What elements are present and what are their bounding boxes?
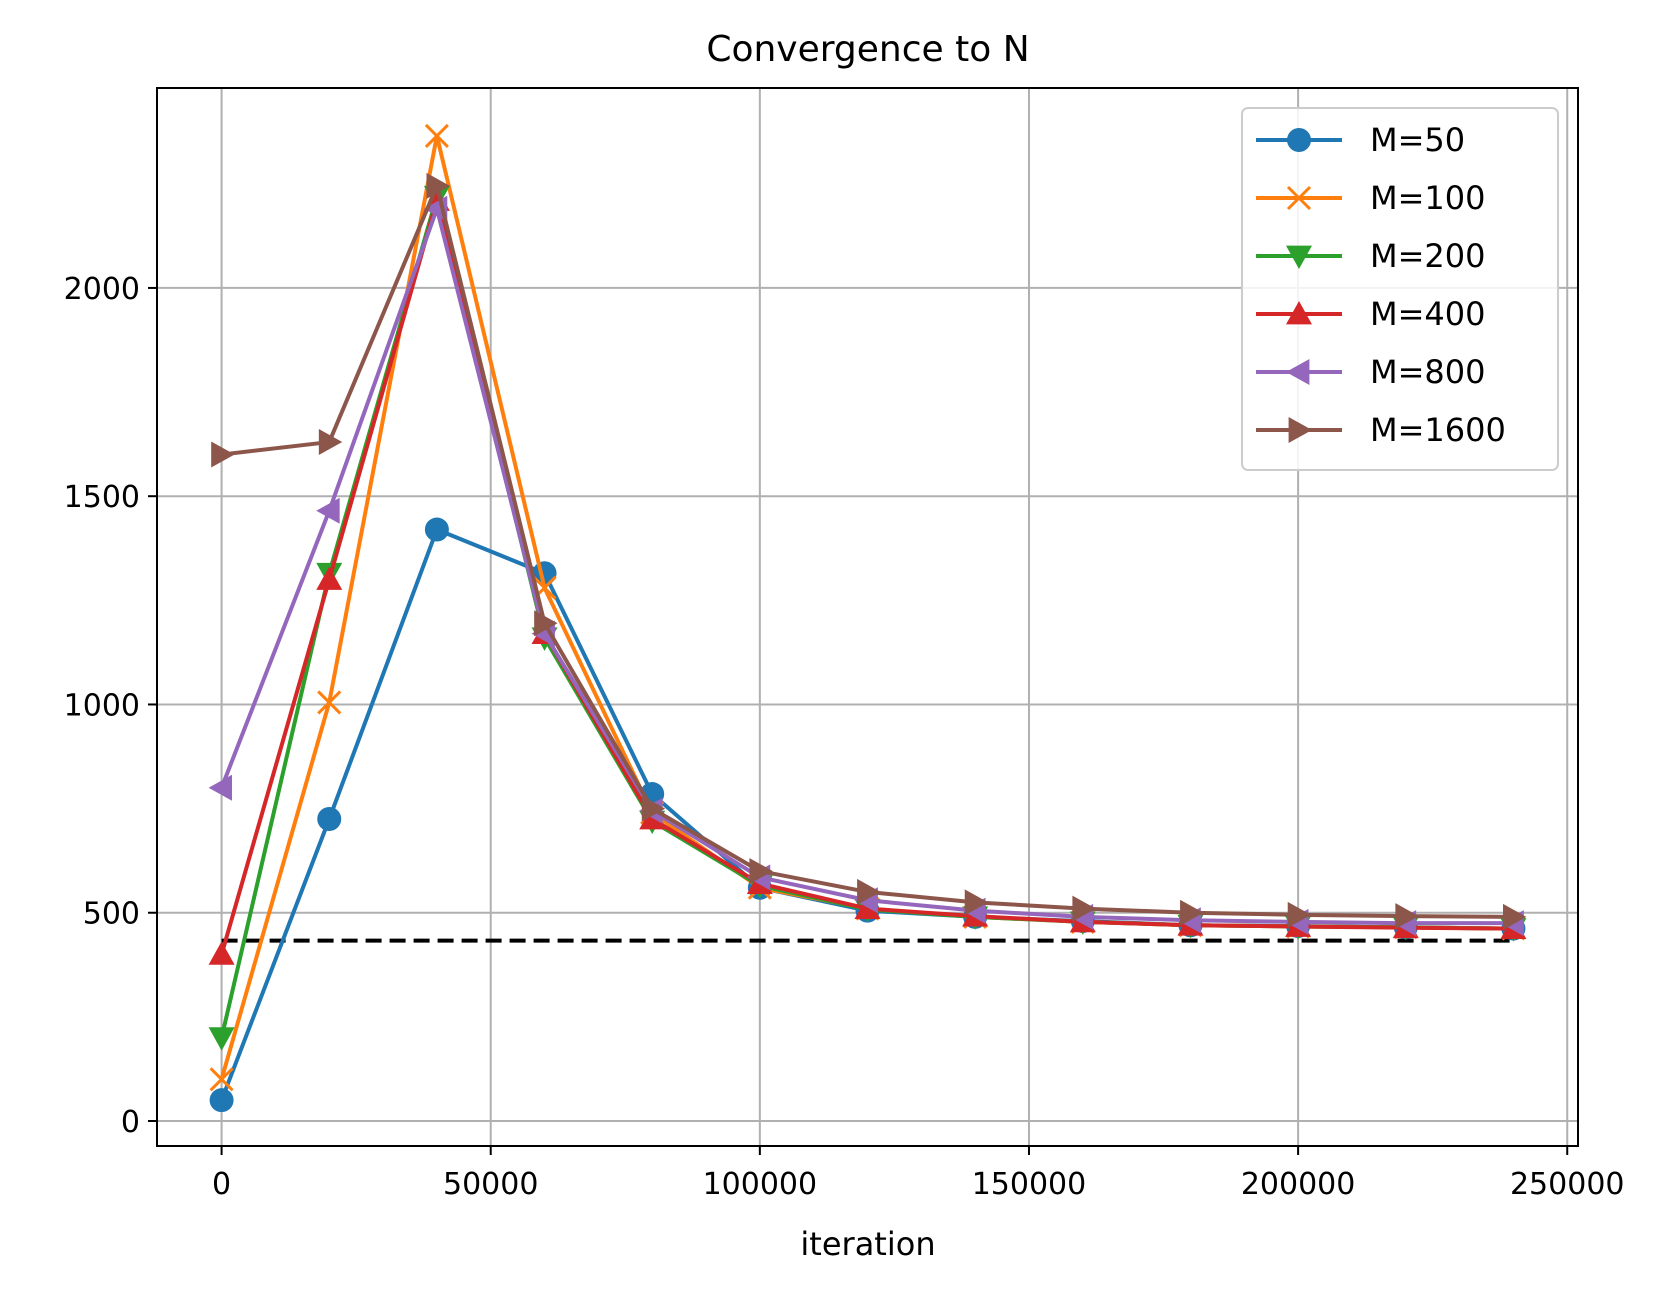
data-point bbox=[964, 889, 989, 916]
data-point bbox=[749, 858, 773, 885]
data-point bbox=[534, 610, 558, 637]
legend-item: M=1600 bbox=[1256, 411, 1506, 449]
x-tick-label: 150000 bbox=[972, 1167, 1087, 1202]
legend-marker bbox=[1286, 185, 1312, 211]
data-point bbox=[1180, 899, 1204, 926]
data-point bbox=[208, 1027, 235, 1051]
y-tick-label: 2000 bbox=[64, 272, 140, 307]
x-stroke bbox=[424, 123, 449, 148]
y-axis-ticks: 0 500 1000 1500 2000 bbox=[64, 272, 157, 1140]
data-point bbox=[208, 774, 232, 801]
series-M=1600 bbox=[211, 172, 1527, 930]
legend-item: M=50 bbox=[1256, 121, 1465, 159]
x-tick-label: 50000 bbox=[443, 1167, 538, 1202]
legend-label: M=400 bbox=[1370, 295, 1486, 333]
data-point bbox=[424, 517, 449, 542]
data-point bbox=[209, 1067, 234, 1092]
x-tick-label: 100000 bbox=[703, 1167, 818, 1202]
data-point bbox=[1072, 895, 1096, 922]
x-axis-label: iteration bbox=[800, 1225, 935, 1263]
data-point bbox=[316, 566, 343, 590]
legend-label: M=800 bbox=[1370, 353, 1486, 391]
y-tick-label: 1000 bbox=[64, 688, 140, 723]
y-tick-label: 0 bbox=[121, 1105, 140, 1140]
legend-marker bbox=[1287, 128, 1311, 152]
legend-label: M=50 bbox=[1370, 121, 1465, 159]
data-point bbox=[1503, 903, 1527, 930]
legend: M=50 M=100 M=200 M=400 M=800 M=1600 bbox=[1241, 107, 1559, 471]
x-axis-ticks: 0 50000 100000 150000 200000 250000 bbox=[212, 1146, 1625, 1202]
x-tick-label: 200000 bbox=[1241, 1167, 1356, 1202]
data-point bbox=[316, 497, 340, 524]
x-stroke bbox=[1286, 185, 1312, 211]
series-layer bbox=[208, 123, 1527, 1113]
chart-title: Convergence to N bbox=[706, 29, 1029, 70]
data-point bbox=[424, 123, 449, 148]
legend-item: M=200 bbox=[1256, 237, 1486, 275]
data-point bbox=[317, 807, 342, 832]
legend-item: M=800 bbox=[1256, 353, 1486, 391]
legend-marker bbox=[1286, 245, 1312, 269]
legend-label: M=200 bbox=[1370, 237, 1486, 275]
data-point bbox=[641, 795, 666, 822]
data-point bbox=[857, 878, 881, 905]
legend-label: M=1600 bbox=[1370, 411, 1506, 449]
x-tick-label: 250000 bbox=[1510, 1167, 1625, 1202]
x-stroke bbox=[209, 1067, 234, 1092]
data-point bbox=[1395, 903, 1419, 930]
legend-marker bbox=[1286, 301, 1312, 325]
data-point bbox=[211, 441, 235, 468]
data-point bbox=[426, 172, 450, 199]
data-point bbox=[209, 1088, 234, 1113]
legend-marker bbox=[1288, 417, 1312, 443]
x-tick-label: 0 bbox=[212, 1167, 231, 1202]
data-point bbox=[1287, 901, 1312, 928]
data-point bbox=[317, 690, 342, 715]
data-point bbox=[208, 941, 235, 965]
legend-item: M=400 bbox=[1256, 295, 1486, 333]
y-tick-label: 500 bbox=[83, 897, 140, 932]
data-point bbox=[318, 429, 343, 456]
x-stroke bbox=[317, 690, 342, 715]
legend-marker bbox=[1286, 359, 1310, 385]
legend-item: M=100 bbox=[1256, 179, 1486, 217]
y-tick-label: 1500 bbox=[64, 480, 140, 515]
plot-frame bbox=[156, 87, 1579, 1147]
legend-label: M=100 bbox=[1370, 179, 1486, 217]
